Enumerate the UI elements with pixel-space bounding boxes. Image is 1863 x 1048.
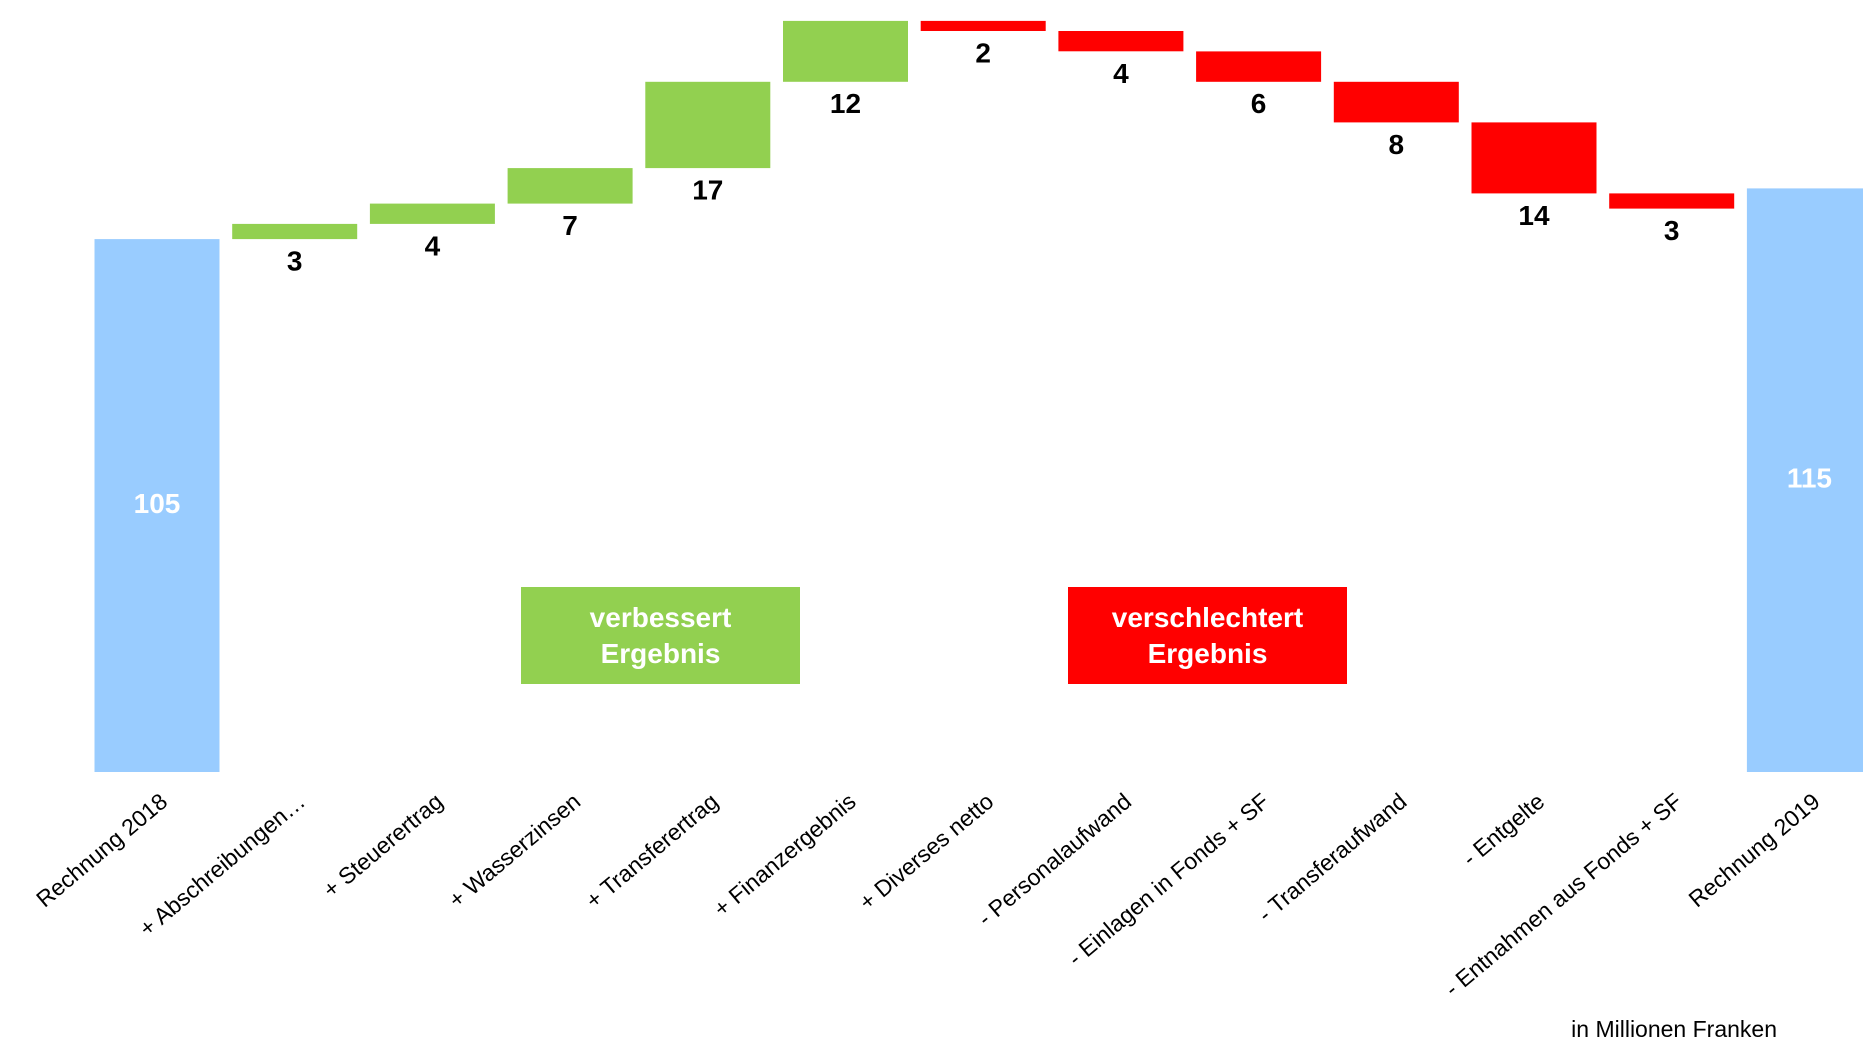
legend-worsens-line1: verschlechtert [1111, 601, 1304, 633]
category-label-6: + Diverses netto [854, 788, 999, 915]
bar-8 [1196, 51, 1322, 82]
data-label-1: 3 [287, 245, 303, 276]
data-label-5: 12 [830, 88, 861, 119]
bar-9 [1333, 81, 1459, 123]
bar-2 [369, 203, 495, 224]
bar-4 [645, 81, 771, 169]
legend-improves-line1: verbessert [589, 601, 732, 633]
bar-1 [232, 223, 358, 240]
category-label-12: Rechnung 2019 [1683, 788, 1824, 912]
unit-note: in Millionen Franken [1571, 1016, 1777, 1042]
data-label-4: 17 [692, 174, 723, 205]
bar-12 [1746, 188, 1863, 772]
bar-7 [1058, 31, 1184, 52]
data-label-12: 115 [1787, 463, 1832, 494]
data-label-2: 4 [425, 230, 441, 261]
category-label-2: + Steuerertrag [318, 788, 448, 903]
category-label-10: - Entgelte [1457, 788, 1549, 871]
data-label-7: 4 [1113, 58, 1129, 89]
legend-worsens-result: verschlechtert Ergebnis [1068, 587, 1347, 684]
data-label-6: 2 [975, 37, 991, 68]
data-label-0: 105 [134, 488, 181, 519]
bar-5 [783, 20, 908, 82]
legend-improves-result: verbessert Ergebnis [521, 587, 800, 684]
category-label-3: + Wasserzinsen [443, 788, 585, 913]
legend-improves-line2: Ergebnis [600, 637, 721, 669]
bar-10 [1471, 122, 1597, 194]
bar-3 [507, 168, 633, 204]
category-label-9: - Transferaufwand [1253, 788, 1412, 927]
data-label-11: 3 [1664, 215, 1680, 246]
bar-11 [1609, 193, 1735, 209]
category-label-11: - Entnahmen aus Fonds + SF [1440, 788, 1687, 1001]
data-label-9: 8 [1389, 129, 1405, 160]
category-label-5: + Finanzergebnis [708, 788, 860, 922]
bar-0 [94, 239, 220, 773]
data-label-8: 6 [1251, 88, 1267, 119]
data-label-3: 7 [562, 210, 578, 241]
bar-6 [920, 20, 1046, 31]
category-label-0: Rechnung 2018 [31, 788, 172, 912]
category-label-4: + Transferertrag [580, 788, 723, 914]
data-label-10: 14 [1518, 200, 1550, 231]
legend-worsens-line2: Ergebnis [1147, 637, 1268, 669]
